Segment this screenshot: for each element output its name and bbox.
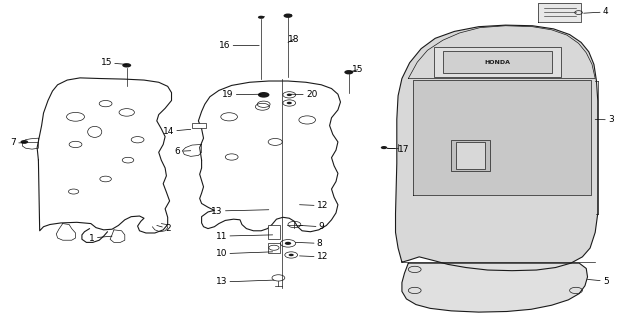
Bar <box>451 140 490 171</box>
Circle shape <box>287 94 292 96</box>
Bar <box>456 142 485 169</box>
Text: 5: 5 <box>588 277 609 285</box>
Text: 11: 11 <box>216 232 273 241</box>
Text: 10: 10 <box>216 249 273 258</box>
Polygon shape <box>538 3 581 22</box>
Circle shape <box>122 63 131 68</box>
Circle shape <box>20 140 28 144</box>
Bar <box>443 51 552 73</box>
Circle shape <box>284 14 292 18</box>
Text: 15: 15 <box>351 65 364 74</box>
Text: 13: 13 <box>211 207 269 215</box>
Bar <box>192 123 206 128</box>
Text: 19: 19 <box>222 90 261 99</box>
Text: 2: 2 <box>157 224 171 233</box>
Text: 18: 18 <box>288 35 300 44</box>
Text: 15: 15 <box>100 58 127 67</box>
Bar <box>268 243 280 253</box>
Text: 8: 8 <box>296 239 323 248</box>
Text: 20: 20 <box>291 90 317 99</box>
Circle shape <box>289 254 294 256</box>
Text: 6: 6 <box>175 147 191 156</box>
Circle shape <box>381 146 387 149</box>
Polygon shape <box>396 25 598 271</box>
Text: 17: 17 <box>387 145 410 154</box>
Text: HONDA: HONDA <box>484 60 510 65</box>
Text: 4: 4 <box>584 8 609 16</box>
Circle shape <box>285 242 291 245</box>
Text: 1: 1 <box>89 234 112 242</box>
Polygon shape <box>402 263 588 312</box>
Bar <box>413 80 591 195</box>
Text: 16: 16 <box>219 41 259 50</box>
Text: 9: 9 <box>300 222 324 231</box>
Text: 12: 12 <box>300 201 328 210</box>
Circle shape <box>258 16 264 19</box>
Text: 14: 14 <box>163 127 191 136</box>
Bar <box>268 225 280 239</box>
Circle shape <box>344 70 353 74</box>
Text: 12: 12 <box>300 252 328 261</box>
Text: 3: 3 <box>595 116 614 124</box>
Text: 7: 7 <box>10 138 26 147</box>
Circle shape <box>258 92 269 98</box>
Circle shape <box>287 102 292 104</box>
Text: 13: 13 <box>216 278 274 286</box>
Bar <box>434 47 561 77</box>
